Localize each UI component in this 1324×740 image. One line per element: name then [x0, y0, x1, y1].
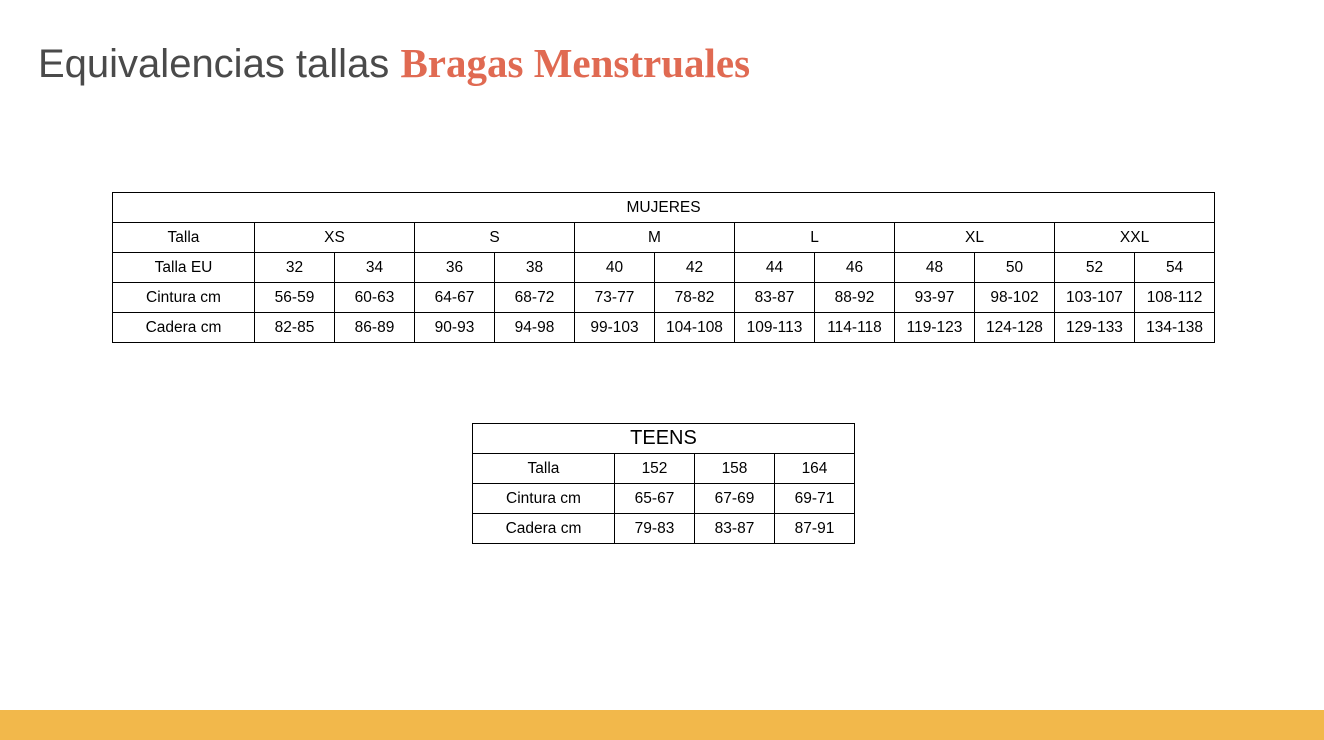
value-cell: 78-82 — [654, 282, 735, 313]
value-cell: 50 — [974, 252, 1055, 283]
page-title: Equivalencias tallas Bragas Menstruales — [38, 38, 750, 89]
table-heading: TEENS — [472, 423, 855, 454]
size-letter-row: Talla XS S M L XL XXL — [112, 222, 1216, 253]
value-cell: 68-72 — [494, 282, 575, 313]
value-cell: 42 — [654, 252, 735, 283]
size-cell: XS — [254, 222, 415, 253]
value-cell: 60-63 — [334, 282, 415, 313]
teens-size-table: TEENS Talla 152 158 164 Cintura cm 65-67 67-69 6… — [472, 423, 855, 544]
size-cell: S — [414, 222, 575, 253]
table-row: Cintura cm 65-67 67-69 69-71 — [472, 483, 855, 514]
value-cell: 82-85 — [254, 312, 335, 343]
row-label: Cadera cm — [472, 513, 615, 544]
table-row: Cadera cm 79-83 83-87 87-91 — [472, 513, 855, 544]
value-cell: 79-83 — [614, 513, 695, 544]
value-cell: 87-91 — [774, 513, 855, 544]
value-cell: 94-98 — [494, 312, 575, 343]
value-cell: 46 — [814, 252, 895, 283]
value-cell: 104-108 — [654, 312, 735, 343]
value-cell: 88-92 — [814, 282, 895, 313]
value-cell: 34 — [334, 252, 415, 283]
table-row: Talla EU 32 34 36 38 40 42 44 46 48 50 52 54 — [112, 252, 1216, 283]
value-cell: 56-59 — [254, 282, 335, 313]
table-row: Cadera cm 82-85 86-89 90-93 94-98 99-103 104-1… — [112, 312, 1216, 343]
value-cell: 67-69 — [694, 483, 775, 514]
value-cell: 124-128 — [974, 312, 1055, 343]
value-cell: 119-123 — [894, 312, 975, 343]
value-cell: 108-112 — [1133, 282, 1216, 313]
size-cell: M — [574, 222, 735, 253]
value-cell: 129-133 — [1054, 312, 1135, 343]
value-cell: 103-107 — [1054, 282, 1135, 313]
value-cell: 38 — [494, 252, 575, 283]
value-cell: 93-97 — [894, 282, 975, 313]
value-cell: 86-89 — [334, 312, 415, 343]
value-cell: 36 — [414, 252, 495, 283]
row-label: Cintura cm — [472, 483, 615, 514]
row-label: Talla — [472, 453, 615, 484]
table-heading-row: MUJERES — [111, 192, 1216, 223]
value-cell: 114-118 — [814, 312, 895, 343]
value-cell: 158 — [694, 453, 775, 484]
table-heading: MUJERES — [111, 192, 1216, 223]
value-cell: 48 — [894, 252, 975, 283]
table-row: Talla 152 158 164 — [472, 453, 855, 484]
row-label: Talla — [112, 222, 255, 253]
value-cell: 134-138 — [1133, 312, 1216, 343]
title-accent: Bragas Menstruales — [400, 40, 751, 86]
table-row: Cintura cm 56-59 60-63 64-67 68-72 73-77 78-82… — [112, 282, 1216, 313]
size-cell: XL — [894, 222, 1055, 253]
value-cell: 69-71 — [774, 483, 855, 514]
value-cell: 90-93 — [414, 312, 495, 343]
value-cell: 44 — [734, 252, 815, 283]
value-cell: 73-77 — [574, 282, 655, 313]
value-cell: 98-102 — [974, 282, 1055, 313]
value-cell: 83-87 — [694, 513, 775, 544]
row-label: Talla EU — [112, 252, 255, 283]
value-cell: 109-113 — [734, 312, 815, 343]
value-cell: 65-67 — [614, 483, 695, 514]
row-label: Cintura cm — [112, 282, 255, 313]
bottom-accent-bar — [0, 710, 1324, 740]
value-cell: 54 — [1133, 252, 1216, 283]
size-cell: XXL — [1053, 222, 1216, 253]
value-cell: 64-67 — [414, 282, 495, 313]
value-cell: 32 — [254, 252, 335, 283]
mujeres-size-table: MUJERES Talla XS S M L XL XXL Talla EU 32 34 36 38 40… — [111, 192, 1216, 343]
value-cell: 99-103 — [574, 312, 655, 343]
title-plain: Equivalencias tallas — [38, 42, 390, 86]
value-cell: 52 — [1054, 252, 1135, 283]
row-label: Cadera cm — [112, 312, 255, 343]
size-cell: L — [734, 222, 895, 253]
value-cell: 83-87 — [734, 282, 815, 313]
value-cell: 164 — [774, 453, 855, 484]
value-cell: 40 — [574, 252, 655, 283]
value-cell: 152 — [614, 453, 695, 484]
table-heading-row: TEENS — [472, 423, 855, 454]
